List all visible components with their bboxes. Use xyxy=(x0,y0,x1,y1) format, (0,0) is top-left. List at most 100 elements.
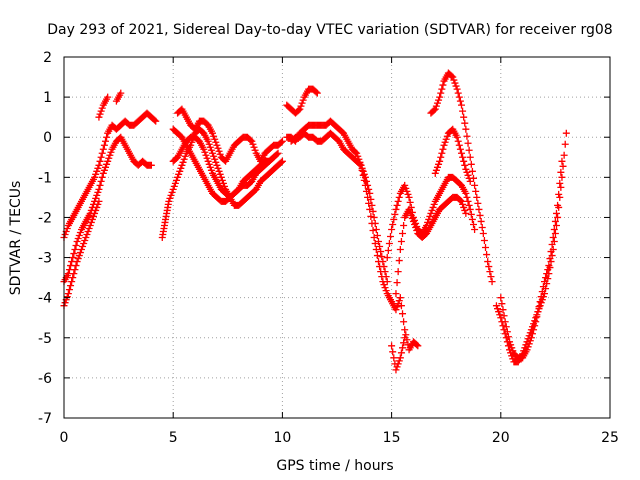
data-point xyxy=(205,160,213,168)
data-point xyxy=(277,138,285,146)
data-point xyxy=(74,255,82,263)
data-point xyxy=(84,227,92,235)
data-point xyxy=(206,143,214,151)
data-point xyxy=(80,240,88,248)
data-point xyxy=(92,194,100,202)
data-point xyxy=(437,89,445,97)
data-point xyxy=(412,223,420,231)
data-point xyxy=(218,176,226,184)
data-point xyxy=(479,229,487,237)
data-point xyxy=(474,199,482,207)
data-point xyxy=(357,161,365,169)
data-point xyxy=(216,170,224,178)
data-point xyxy=(369,207,377,215)
data-point xyxy=(461,206,469,214)
data-point xyxy=(98,149,106,157)
data-point xyxy=(483,251,491,259)
data-point xyxy=(547,258,555,266)
data-point xyxy=(454,89,462,97)
data-point xyxy=(93,203,101,211)
data-point xyxy=(371,219,379,227)
data-point xyxy=(352,148,360,156)
data-point xyxy=(537,293,545,301)
data-point xyxy=(168,188,176,196)
data-point xyxy=(82,234,90,241)
data-point xyxy=(397,302,405,310)
data-marks xyxy=(60,69,570,374)
data-point xyxy=(366,189,374,197)
data-point xyxy=(178,161,186,169)
data-point xyxy=(97,107,105,115)
data-point xyxy=(180,155,188,163)
data-point xyxy=(466,153,474,161)
data-point xyxy=(456,196,464,204)
data-point xyxy=(86,221,94,229)
data-point xyxy=(367,212,375,220)
x-tick-label: 25 xyxy=(601,430,619,446)
data-point xyxy=(221,182,229,190)
data-point xyxy=(106,151,114,159)
data-point xyxy=(411,220,419,228)
data-point xyxy=(313,89,321,97)
data-point xyxy=(441,138,449,146)
data-point xyxy=(455,93,463,101)
data-point xyxy=(433,163,441,171)
x-tick-label: 15 xyxy=(383,430,401,446)
y-tick-label: -3 xyxy=(38,251,52,267)
data-point xyxy=(63,224,71,232)
data-point xyxy=(91,209,99,217)
data-point xyxy=(219,179,227,187)
data-point xyxy=(471,225,479,233)
data-point xyxy=(103,160,111,168)
data-point xyxy=(61,230,69,238)
data-point xyxy=(96,110,104,118)
data-point xyxy=(96,181,104,189)
data-point xyxy=(397,349,405,357)
data-point xyxy=(399,310,407,318)
data-point xyxy=(492,302,500,310)
data-point xyxy=(176,167,184,175)
data-point xyxy=(426,212,434,220)
data-point xyxy=(69,254,77,262)
data-point xyxy=(433,99,441,107)
data-point xyxy=(205,140,213,148)
data-point xyxy=(379,258,387,266)
data-point xyxy=(87,218,95,226)
data-point xyxy=(494,305,502,313)
data-point xyxy=(269,154,277,162)
data-point xyxy=(545,262,553,270)
data-point xyxy=(427,209,435,217)
data-point xyxy=(360,170,368,178)
data-point xyxy=(172,176,180,184)
data-point xyxy=(69,274,77,282)
data-point xyxy=(435,96,443,104)
data-point xyxy=(70,250,78,258)
data-point xyxy=(552,209,560,217)
data-point xyxy=(381,268,389,276)
series-9 xyxy=(492,129,570,366)
data-point xyxy=(465,146,473,154)
data-point xyxy=(93,167,101,175)
data-point xyxy=(442,135,450,143)
data-point xyxy=(487,273,495,281)
data-point xyxy=(407,211,415,219)
data-point xyxy=(558,157,566,165)
data-point xyxy=(382,273,390,281)
data-point xyxy=(104,157,112,165)
data-point xyxy=(251,146,259,154)
data-point xyxy=(210,132,218,140)
data-point xyxy=(393,303,401,311)
series-6 xyxy=(383,173,479,262)
data-point xyxy=(100,166,108,174)
data-point xyxy=(406,198,414,206)
data-point xyxy=(557,168,565,176)
data-point xyxy=(393,201,401,209)
data-point xyxy=(181,152,189,160)
data-point xyxy=(213,161,221,169)
data-point xyxy=(101,163,109,171)
y-tick-label: 0 xyxy=(43,130,52,146)
data-point xyxy=(396,354,404,362)
data-point xyxy=(204,137,212,145)
data-point xyxy=(385,240,393,248)
data-point xyxy=(561,140,569,148)
